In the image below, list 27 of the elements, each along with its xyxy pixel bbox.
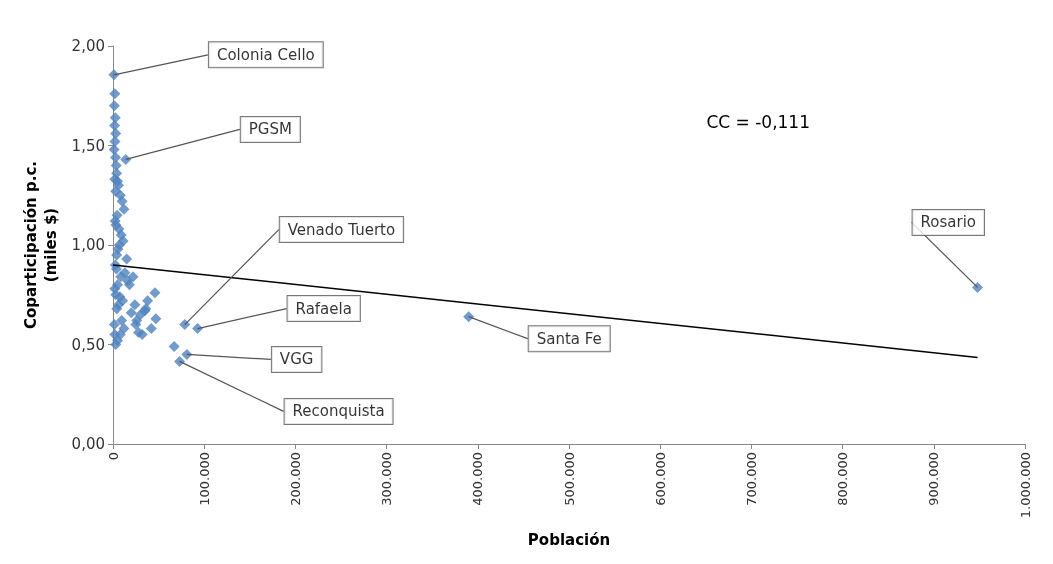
x-tick-label: 1.000.000 (1017, 452, 1033, 519)
y-tick-label: 1,00 (71, 236, 105, 254)
x-tick-label: 500.000 (561, 452, 577, 506)
annotation: VGG (279, 350, 314, 369)
x-tick-label: 200.000 (287, 452, 303, 506)
annotation: Rafaela (295, 299, 352, 318)
annotation: Venado Tuerto (287, 220, 396, 239)
x-tick-label: 700.000 (743, 452, 759, 506)
annotation: CC = -0,111 (706, 111, 810, 132)
y-tick-label: 2,00 (71, 37, 105, 55)
annotation: Colonia Cello (216, 45, 315, 64)
y-tick-label: 0,00 (71, 435, 105, 453)
y-axis-title: Coparticipación p.c. (miles $) (21, 160, 60, 330)
y-tick-label: 1,50 (71, 136, 105, 155)
annotation: Rosario (920, 213, 977, 232)
annotation: Santa Fe (536, 329, 602, 348)
annotation: Reconquista (292, 402, 385, 421)
x-tick-label: 100.000 (196, 452, 212, 506)
x-tick-label: 900.000 (926, 452, 942, 506)
annotation: PGSM (248, 120, 292, 139)
x-axis-title: Población (527, 530, 611, 549)
x-tick-label: 300.000 (379, 452, 395, 506)
y-tick-label: 0,50 (71, 335, 105, 354)
x-tick-label: 0 (105, 452, 121, 461)
x-tick-label: 800.000 (835, 452, 851, 506)
x-tick-label: 400.000 (470, 452, 486, 506)
x-tick-label: 600.000 (652, 452, 668, 506)
